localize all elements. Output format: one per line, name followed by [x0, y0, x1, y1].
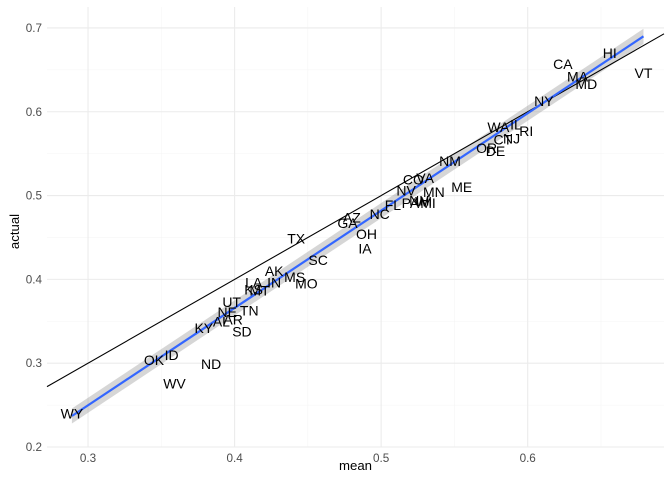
state-label: VT: [635, 65, 653, 81]
state-label: HI: [603, 45, 617, 61]
y-tick-label: 0.4: [26, 273, 43, 286]
state-label: TN: [240, 302, 259, 318]
y-tick-label: 0.5: [26, 190, 43, 203]
state-label: AL: [213, 313, 230, 329]
state-label: SD: [232, 323, 251, 339]
state-label: MD: [575, 76, 597, 92]
state-label: KS: [244, 281, 263, 297]
y-tick-label: 0.7: [26, 22, 42, 35]
state-label: IN: [267, 275, 281, 291]
state-label: NH: [409, 193, 429, 209]
state-label: NY: [534, 93, 554, 109]
state-label: AR: [223, 312, 242, 328]
state-label: NC: [370, 206, 390, 222]
state-label: OR: [476, 140, 497, 156]
state-label: KY: [194, 320, 213, 336]
state-label: UT: [222, 294, 241, 310]
state-label: MI: [420, 195, 436, 211]
state-label: SC: [308, 252, 327, 268]
x-tick-label: 0.5: [373, 452, 390, 465]
state-label: IL: [510, 116, 522, 132]
plot-marks: [46, 28, 665, 424]
state-label: OK: [144, 352, 165, 368]
state-label: WI: [415, 193, 432, 209]
axis-tick-labels: 0.3 0.4 0.5 0.6 0.2 0.3 0.4 0.5 0.6 0.7: [26, 22, 536, 465]
state-label: PA: [402, 195, 420, 211]
state-label: NE: [218, 304, 237, 320]
x-axis-title: mean: [339, 458, 372, 473]
state-label: WA: [487, 119, 510, 135]
state-label: CA: [553, 56, 573, 72]
state-label: WV: [163, 375, 186, 391]
state-label: IA: [358, 240, 372, 256]
grid-lines: [47, 7, 664, 448]
y-tick-label: 0.2: [26, 441, 42, 454]
state-label: NM: [439, 153, 461, 169]
reference-line: [46, 33, 665, 388]
x-tick-label: 0.3: [80, 452, 96, 465]
state-label: ME: [451, 179, 472, 195]
fit-line: [71, 35, 645, 417]
state-label: ND: [201, 356, 221, 372]
state-label: VA: [416, 170, 434, 186]
state-label: NV: [396, 183, 416, 199]
state-label: OH: [356, 226, 377, 242]
state-label: MA: [567, 69, 589, 85]
state-label: FL: [385, 197, 402, 213]
state-label: MS: [284, 269, 305, 285]
state-label: LA: [245, 275, 263, 291]
state-label: MT: [249, 282, 270, 298]
state-label: MN: [423, 184, 445, 200]
state-label: ID: [165, 347, 179, 363]
state-label: GA: [337, 215, 358, 231]
state-label: AZ: [343, 209, 361, 225]
x-tick-label: 0.6: [520, 452, 536, 465]
y-tick-label: 0.3: [26, 357, 42, 370]
state-label: RI: [519, 123, 533, 139]
state-label: NJ: [503, 131, 520, 147]
state-label: CT: [493, 131, 512, 147]
state-label: WY: [61, 405, 84, 421]
x-tick-label: 0.4: [226, 452, 243, 465]
state-label: CO: [403, 172, 424, 188]
state-label: TX: [287, 230, 306, 246]
state-label: MO: [295, 276, 318, 292]
state-label: DE: [486, 143, 505, 159]
y-tick-label: 0.6: [26, 106, 42, 119]
state-label: AK: [265, 263, 284, 279]
y-axis-title: actual: [7, 214, 22, 249]
